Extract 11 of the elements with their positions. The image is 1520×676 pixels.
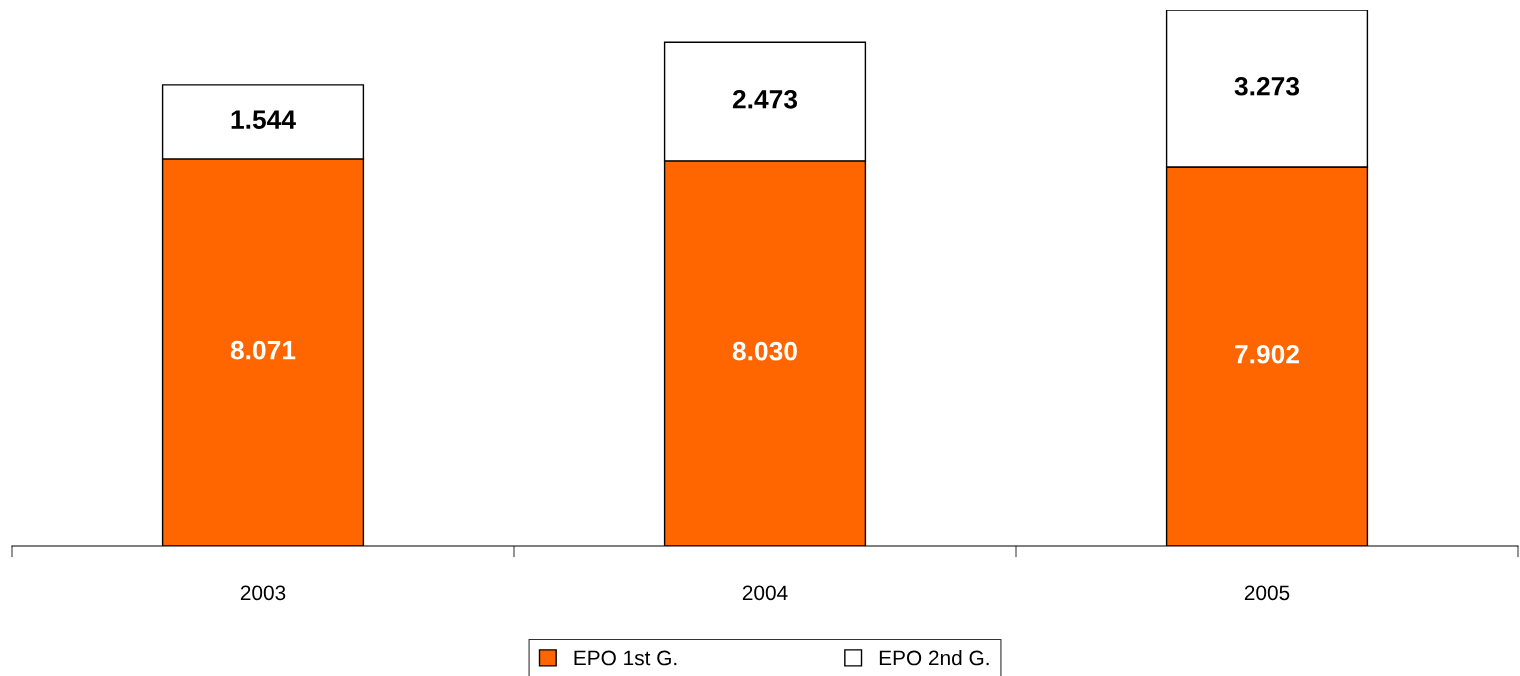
x-tick-label: 2005: [1244, 585, 1290, 601]
x-tick-label: 2003: [240, 585, 286, 601]
legend-label: EPO 1st G.: [574, 650, 677, 666]
data-label: 8.071: [230, 340, 296, 360]
x-tick-label: 2004: [742, 585, 788, 601]
data-label: 2.473: [732, 89, 798, 109]
data-label: 8.030: [732, 341, 797, 361]
data-label: 1.544: [231, 110, 296, 129]
data-label: 7.902: [1235, 344, 1299, 364]
legend-label: EPO 2nd G.: [879, 650, 989, 666]
data-label: 3.273: [1234, 76, 1300, 96]
